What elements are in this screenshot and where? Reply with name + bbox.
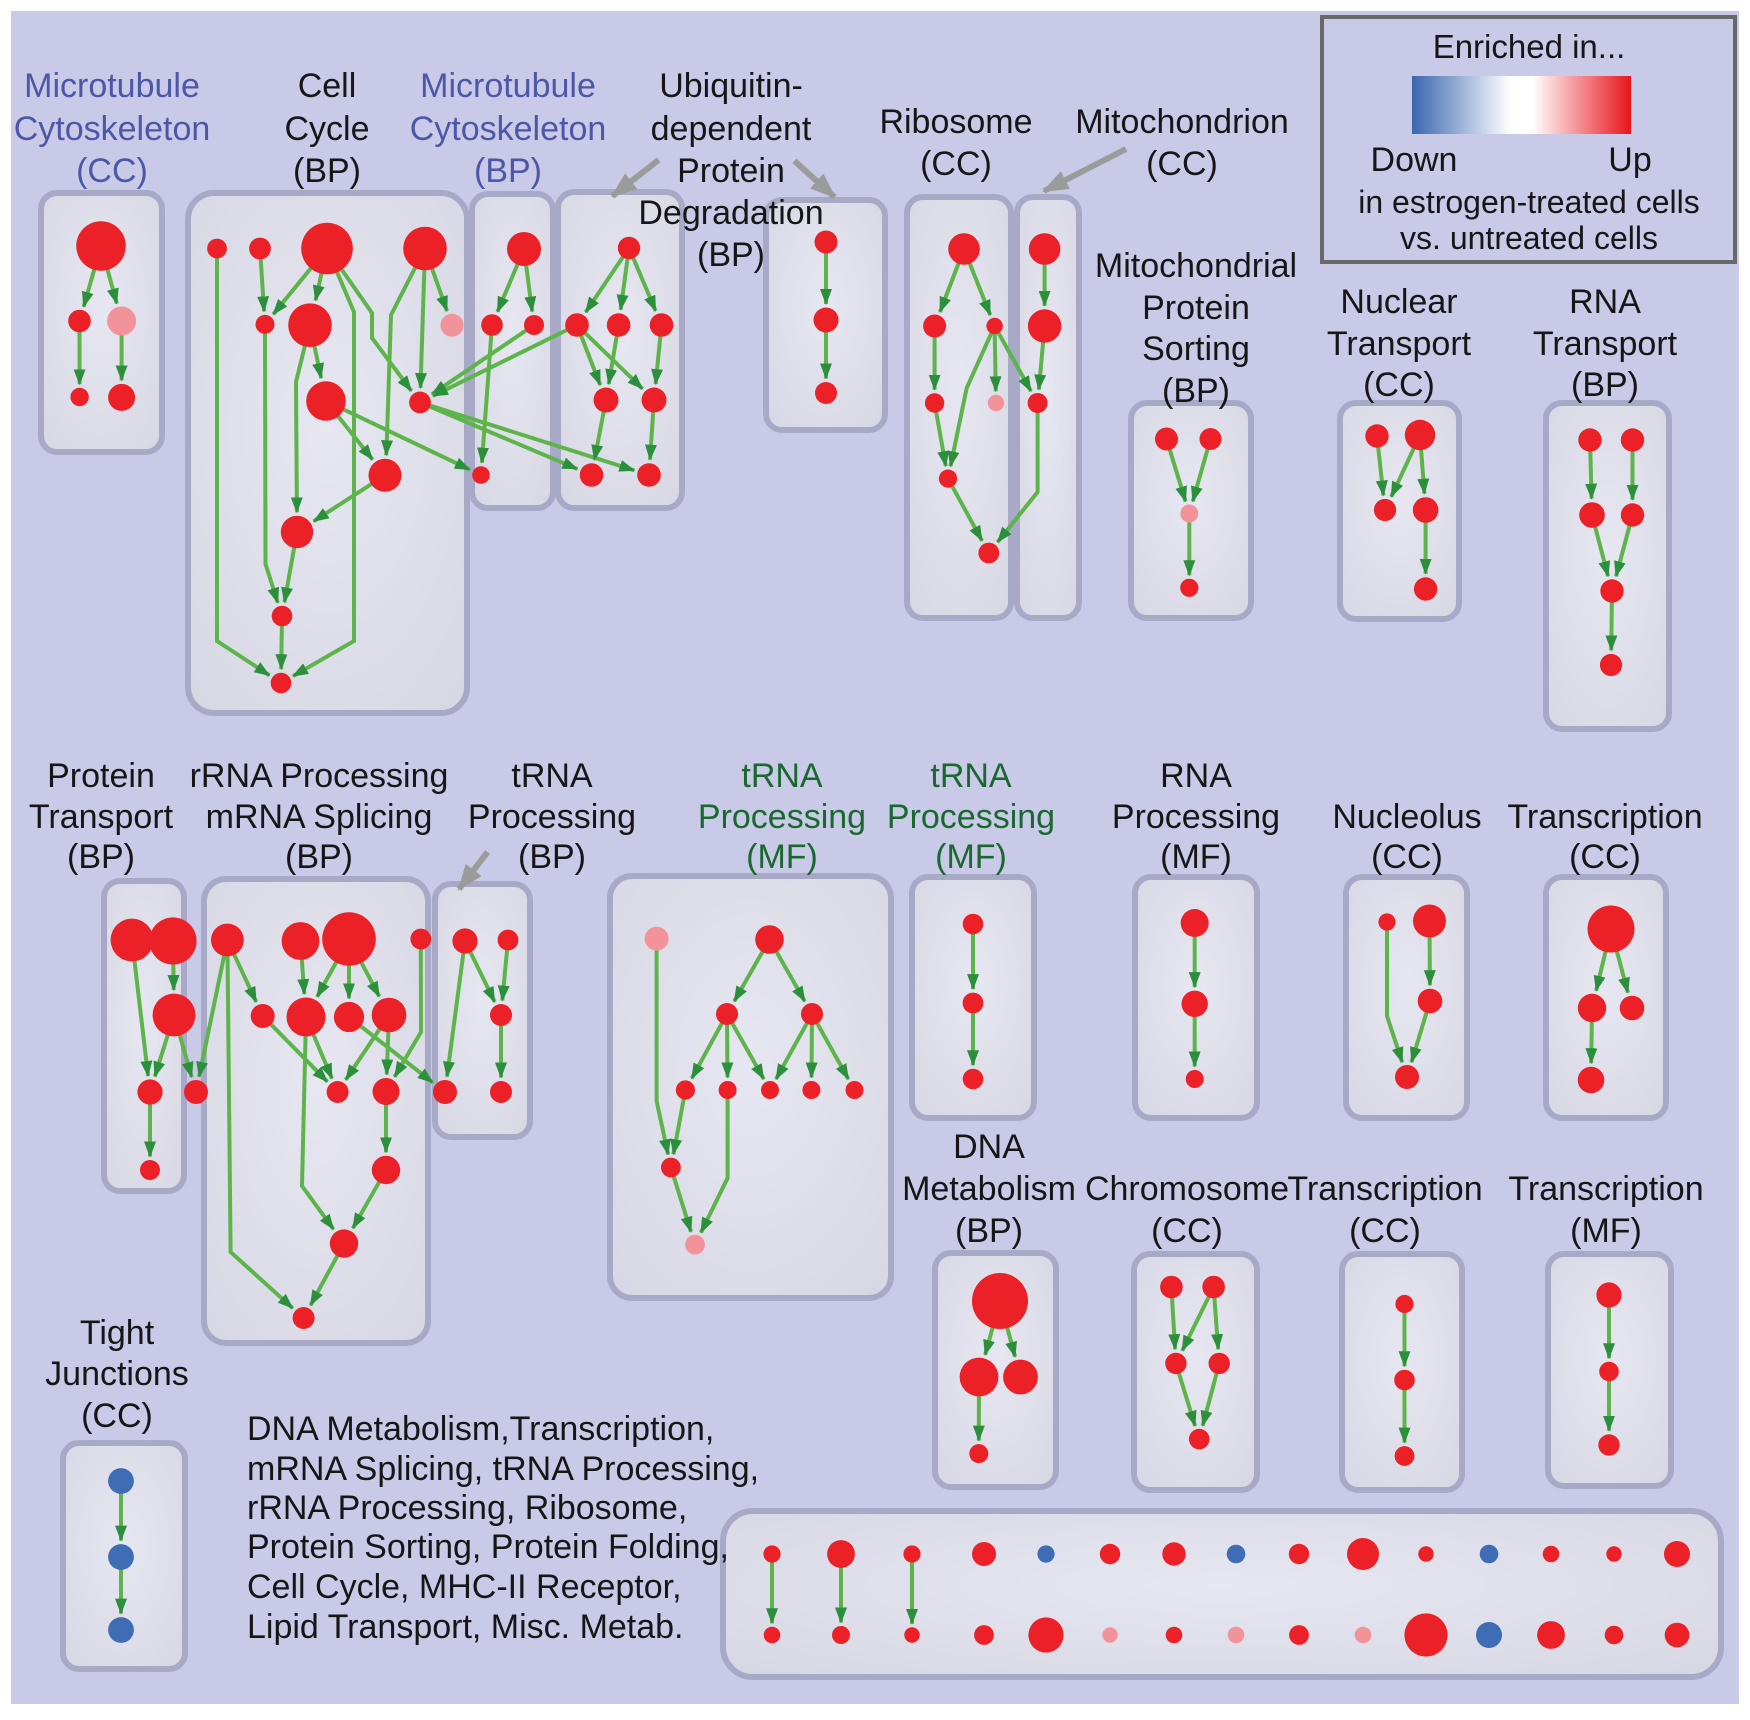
- svg-text:Protein: Protein: [47, 757, 155, 795]
- svg-text:mRNA Splicing: mRNA Splicing: [206, 798, 433, 836]
- svg-text:Junctions: Junctions: [45, 1355, 189, 1393]
- svg-text:(MF): (MF): [1160, 838, 1232, 876]
- svg-text:Transport: Transport: [1533, 325, 1678, 363]
- svg-text:rRNA Processing, Ribosome,: rRNA Processing, Ribosome,: [247, 1489, 687, 1527]
- svg-text:tRNA: tRNA: [741, 757, 823, 795]
- svg-text:Protein Sorting, Protein Foldi: Protein Sorting, Protein Folding,: [247, 1528, 729, 1566]
- svg-text:Sorting: Sorting: [1142, 330, 1250, 368]
- svg-text:(MF): (MF): [746, 838, 818, 876]
- svg-text:(BP): (BP): [67, 838, 135, 876]
- svg-text:Microtubule: Microtubule: [420, 67, 596, 105]
- svg-text:Cytoskeleton: Cytoskeleton: [410, 110, 607, 148]
- svg-text:Enriched in...: Enriched in...: [1433, 28, 1626, 65]
- svg-text:Ubiquitin-: Ubiquitin-: [659, 67, 803, 105]
- svg-text:Transport: Transport: [29, 798, 174, 836]
- svg-text:Cell Cycle, MHC-II Receptor,: Cell Cycle, MHC-II Receptor,: [247, 1568, 682, 1606]
- svg-text:Microtubule: Microtubule: [24, 67, 200, 105]
- svg-text:rRNA Processing: rRNA Processing: [190, 757, 449, 795]
- svg-text:(CC): (CC): [1363, 366, 1435, 404]
- svg-text:Cycle: Cycle: [284, 110, 369, 148]
- svg-text:Degradation: Degradation: [638, 194, 823, 232]
- svg-text:Down: Down: [1371, 141, 1458, 179]
- svg-text:mRNA Splicing, tRNA Processing: mRNA Splicing, tRNA Processing,: [247, 1450, 759, 1488]
- svg-text:Transport: Transport: [1327, 325, 1472, 363]
- svg-text:(CC): (CC): [76, 152, 148, 190]
- svg-text:Transcription: Transcription: [1287, 1170, 1482, 1208]
- svg-text:(CC): (CC): [920, 145, 992, 183]
- svg-text:Nucleolus: Nucleolus: [1332, 798, 1481, 836]
- svg-text:Protein: Protein: [677, 152, 785, 190]
- svg-text:Processing: Processing: [1112, 798, 1280, 836]
- svg-text:dependent: dependent: [651, 110, 812, 148]
- svg-text:(BP): (BP): [474, 152, 542, 190]
- svg-text:RNA: RNA: [1160, 757, 1232, 795]
- svg-text:RNA: RNA: [1569, 283, 1641, 321]
- svg-text:(CC): (CC): [1569, 838, 1641, 876]
- svg-text:Ribosome: Ribosome: [879, 103, 1032, 141]
- svg-text:Cytoskeleton: Cytoskeleton: [14, 110, 211, 148]
- svg-text:Mitochondrion: Mitochondrion: [1075, 103, 1289, 141]
- svg-text:(CC): (CC): [1151, 1212, 1223, 1250]
- svg-text:Cell: Cell: [298, 67, 357, 105]
- svg-text:(BP): (BP): [518, 838, 586, 876]
- svg-text:Protein: Protein: [1142, 289, 1250, 327]
- svg-text:Transcription: Transcription: [1507, 798, 1702, 836]
- svg-text:in estrogen-treated cells: in estrogen-treated cells: [1358, 184, 1700, 220]
- svg-text:Processing: Processing: [887, 798, 1055, 836]
- svg-text:(BP): (BP): [1162, 372, 1230, 410]
- svg-text:vs. untreated cells: vs. untreated cells: [1400, 220, 1658, 256]
- svg-text:(BP): (BP): [1571, 366, 1639, 404]
- svg-text:(MF): (MF): [935, 838, 1007, 876]
- svg-text:(BP): (BP): [285, 838, 353, 876]
- svg-text:(CC): (CC): [1146, 145, 1218, 183]
- svg-text:Metabolism: Metabolism: [902, 1170, 1076, 1208]
- svg-text:(CC): (CC): [1371, 838, 1443, 876]
- svg-text:Tight: Tight: [80, 1314, 155, 1352]
- svg-text:Processing: Processing: [468, 798, 636, 836]
- svg-text:(BP): (BP): [293, 152, 361, 190]
- svg-text:tRNA: tRNA: [930, 757, 1012, 795]
- svg-text:DNA: DNA: [953, 1128, 1025, 1166]
- svg-text:(CC): (CC): [1349, 1212, 1421, 1250]
- svg-text:(BP): (BP): [697, 236, 765, 274]
- svg-text:Nuclear: Nuclear: [1340, 283, 1457, 321]
- svg-text:(BP): (BP): [955, 1212, 1023, 1250]
- svg-text:Mitochondrial: Mitochondrial: [1095, 247, 1297, 285]
- svg-text:Processing: Processing: [698, 798, 866, 836]
- svg-text:(MF): (MF): [1570, 1212, 1642, 1250]
- svg-text:Transcription: Transcription: [1508, 1170, 1703, 1208]
- svg-text:(CC): (CC): [81, 1397, 153, 1435]
- svg-text:DNA Metabolism,Transcription,: DNA Metabolism,Transcription,: [247, 1410, 714, 1448]
- svg-text:Lipid Transport, Misc. Metab.: Lipid Transport, Misc. Metab.: [247, 1608, 684, 1646]
- svg-text:tRNA: tRNA: [511, 757, 593, 795]
- svg-text:Chromosome: Chromosome: [1085, 1170, 1289, 1208]
- svg-text:Up: Up: [1608, 141, 1651, 179]
